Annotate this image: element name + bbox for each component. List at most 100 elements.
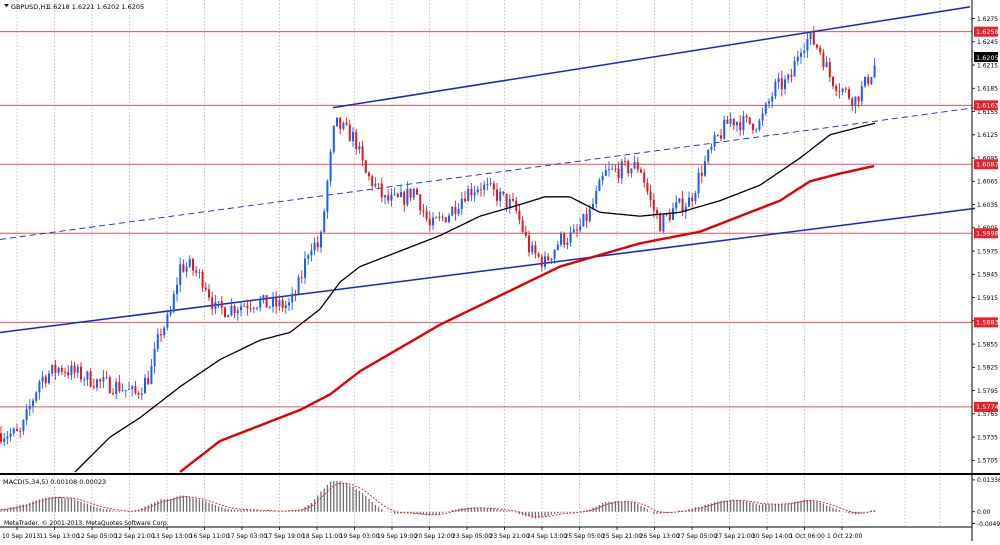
price-tick-label: 1.5705 — [977, 458, 998, 465]
symbol-dropdown-icon[interactable] — [4, 4, 9, 7]
time-tick-label: 26 Sep 13:00 — [640, 533, 680, 540]
candle-body — [441, 216, 444, 218]
candle-body — [371, 176, 374, 187]
candle-body — [76, 366, 79, 373]
candle-body — [233, 305, 236, 313]
candle-body — [384, 195, 386, 198]
candle-body — [73, 365, 76, 373]
macd-signal-line — [0, 482, 875, 518]
candle-body — [352, 131, 354, 142]
candle-body — [630, 168, 633, 174]
candle-body — [150, 365, 153, 385]
price-tick-label: 1.5735 — [977, 434, 998, 441]
price-tick-label: 1.6215 — [977, 62, 998, 69]
candle-body — [124, 389, 127, 391]
level-tag — [974, 317, 998, 328]
price-tick-label: 1.6245 — [977, 39, 998, 46]
candle-body — [374, 183, 377, 187]
candle-body — [256, 307, 258, 309]
candle-body — [204, 287, 207, 290]
ohlc-readout: 1.6218 1.6221 1.6202 1.6205 — [47, 3, 144, 11]
candle-body — [870, 77, 873, 84]
candle-body — [342, 122, 345, 129]
candle-body — [444, 217, 447, 223]
candle-body — [467, 188, 470, 202]
candle-body — [198, 271, 201, 273]
candle-body — [320, 232, 322, 248]
candle-body — [268, 306, 271, 308]
candle-body — [777, 78, 780, 83]
candle-body — [524, 232, 527, 236]
candle-body — [608, 168, 610, 171]
candle-body — [323, 211, 326, 233]
time-tick-label: 10 Sep 2013 — [2, 533, 40, 540]
candle-body — [272, 298, 274, 307]
candle-body — [259, 300, 262, 308]
sma-fast-line — [74, 122, 876, 473]
candle-body — [809, 31, 812, 40]
candle-body — [428, 218, 431, 226]
candle-body — [160, 334, 162, 336]
candle-body — [822, 52, 825, 68]
candle-body — [857, 96, 860, 102]
candle-body — [681, 198, 684, 213]
candle-body — [240, 306, 242, 311]
candle-body — [339, 117, 342, 129]
price-tick-label: 1.5855 — [977, 341, 998, 348]
candle-body — [483, 184, 486, 190]
candle-body — [80, 366, 82, 380]
candle-body — [745, 116, 748, 118]
price-tick-label: 1.6065 — [977, 179, 998, 186]
time-tick-label: 19 Sep 19:00 — [377, 533, 417, 540]
candle-body — [156, 334, 159, 349]
candle-body — [0, 433, 2, 442]
channel-mid-line — [0, 107, 976, 240]
candle-body — [560, 233, 562, 245]
candle-body — [844, 88, 847, 90]
candle-body — [400, 192, 402, 197]
price-tick-label: 1.6035 — [977, 202, 998, 209]
candle-body — [790, 74, 793, 77]
sma-slow-line — [179, 164, 875, 473]
candle-body — [544, 256, 546, 267]
time-tick-label: 16 Sep 11:00 — [190, 533, 230, 540]
candle-body — [566, 242, 569, 245]
macd-axis: 0.01336 0.00 -0.00499 — [972, 477, 1000, 528]
candle-body — [60, 367, 63, 372]
channel-upper-line — [332, 6, 971, 109]
time-tick-label: 23 Sep 05:00 — [452, 533, 492, 540]
candle-body — [854, 96, 857, 107]
candle-body — [684, 206, 687, 213]
candle-body — [579, 226, 582, 231]
candle-body — [585, 214, 588, 221]
candle-body — [390, 194, 393, 201]
candle-body — [812, 31, 815, 45]
candle-body — [771, 96, 774, 102]
time-tick-label: 20 Sep 12:00 — [415, 533, 455, 540]
price-tick-label: 1.6125 — [977, 132, 998, 139]
candle-body — [185, 266, 188, 272]
candle-body — [502, 191, 505, 194]
candle-body — [601, 175, 604, 181]
candle-body — [275, 298, 278, 307]
time-tick-label: 12 Sep 05:00 — [77, 533, 117, 540]
candle-body — [652, 199, 655, 211]
time-tick-label: 17 Sep 03:00 — [227, 533, 267, 540]
candle-body — [825, 62, 828, 68]
symbol-title[interactable]: GBPUSD,H1 — [11, 3, 49, 11]
candle-body — [448, 215, 450, 223]
candle-body — [592, 203, 594, 209]
candle-body — [665, 214, 668, 216]
candle-body — [358, 146, 361, 150]
candle-body — [553, 249, 556, 259]
candle-body — [704, 161, 706, 176]
candle-body — [403, 192, 406, 205]
copyright-text: MetaTrader, © 2001-2013, MetaQuotes Soft… — [4, 520, 169, 527]
candle-body — [54, 364, 57, 373]
candle-body — [19, 431, 22, 432]
level-tag — [974, 26, 998, 37]
time-tick-label: 27 Sep 05:00 — [677, 533, 717, 540]
candle-body — [3, 438, 6, 442]
